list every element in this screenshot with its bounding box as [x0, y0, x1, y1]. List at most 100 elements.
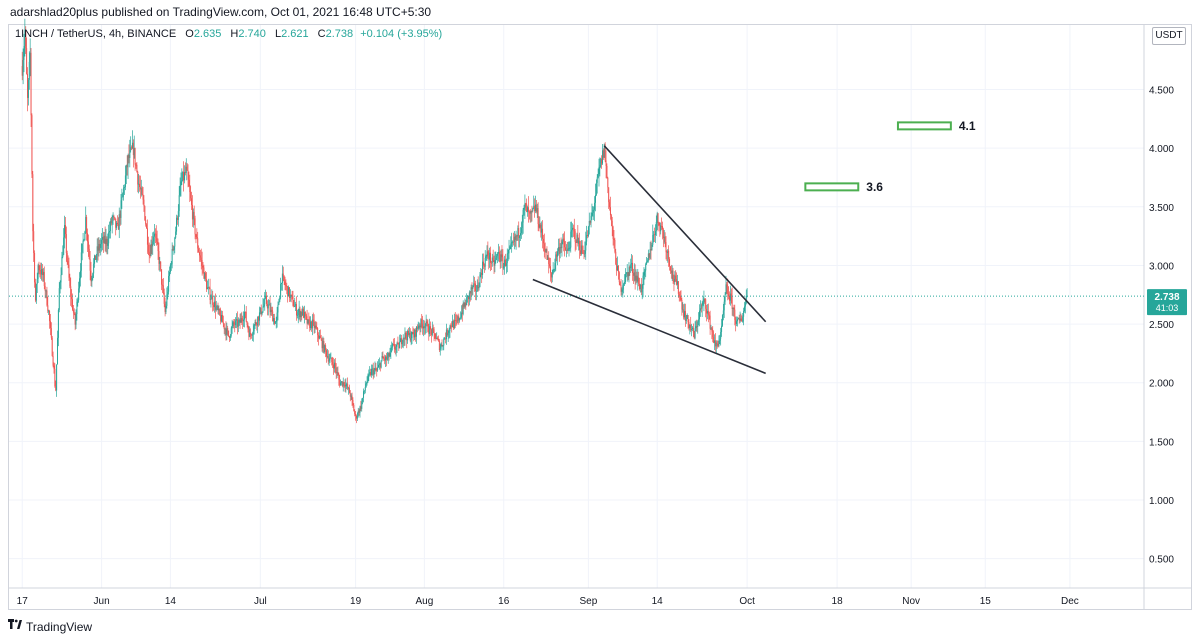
candle-body	[189, 186, 191, 193]
candle-body	[357, 410, 359, 416]
candle-body	[236, 319, 238, 327]
candle-body	[249, 332, 251, 337]
tradingview-logo-icon	[8, 619, 22, 629]
candle-body	[106, 238, 108, 246]
candle-body	[530, 210, 532, 214]
candle-body	[445, 338, 447, 340]
candle-body	[256, 324, 258, 326]
candle-body	[59, 282, 61, 289]
candle-body	[709, 315, 711, 329]
candle-body	[71, 299, 73, 310]
candle-body	[540, 224, 542, 233]
candle-body	[455, 320, 457, 322]
candle-body	[665, 241, 667, 253]
candle-body	[452, 321, 454, 328]
candle-body	[528, 211, 530, 213]
candle-body	[460, 312, 462, 318]
candle-body	[130, 147, 132, 151]
candle-body	[221, 315, 223, 322]
candle-body	[526, 203, 528, 213]
candle-body	[259, 307, 261, 313]
candle-body	[497, 253, 499, 256]
candle-body	[698, 319, 700, 322]
candle-body	[55, 386, 57, 391]
candle-body	[342, 382, 344, 387]
candle-body	[156, 237, 158, 242]
candle-body	[441, 344, 443, 347]
candle-body	[146, 228, 148, 245]
candle-body	[200, 257, 202, 261]
candle-body	[260, 307, 262, 315]
candle-body	[254, 322, 256, 326]
candle-body	[225, 328, 227, 335]
candle-body	[509, 246, 511, 250]
candle-body	[177, 211, 179, 220]
candle-body	[258, 312, 260, 321]
candle-body	[281, 273, 283, 284]
change-value: +0.104 (+3.95%)	[360, 28, 443, 40]
candle-body	[332, 362, 334, 365]
candle-body	[646, 260, 648, 262]
candle-body	[99, 243, 101, 248]
candle-body	[522, 209, 524, 223]
candle-body	[625, 272, 627, 275]
candle-body	[237, 321, 239, 327]
candle-body	[574, 231, 576, 242]
candle-body	[298, 308, 300, 313]
candle-body	[243, 319, 245, 322]
candle-body	[284, 281, 286, 286]
candle-body	[399, 341, 401, 349]
candle-body	[163, 292, 165, 304]
candle-body	[283, 275, 285, 282]
candle-body	[425, 321, 427, 326]
candle-body	[151, 244, 153, 247]
currency-unit-button[interactable]: USDT	[1152, 27, 1186, 45]
candle-body	[427, 323, 429, 332]
high-label: H	[230, 28, 239, 40]
candle-body	[38, 265, 40, 271]
candle-body	[338, 375, 340, 380]
candle-body	[28, 61, 30, 80]
candle-body	[734, 309, 736, 320]
candle-body	[377, 367, 379, 371]
candle-body	[505, 263, 507, 266]
candle-body	[472, 285, 474, 289]
candle-body	[345, 384, 347, 387]
candle-body	[212, 296, 214, 305]
candle-body	[152, 241, 154, 247]
candle-body	[744, 306, 746, 312]
candle-body	[387, 353, 389, 359]
candle-body	[167, 291, 169, 295]
candle-body	[398, 343, 400, 349]
candle-body	[595, 182, 597, 195]
candle-body	[520, 227, 522, 234]
candle-body	[186, 166, 188, 171]
candle-body	[507, 253, 509, 255]
candle-body	[692, 327, 694, 333]
candle-body	[370, 368, 372, 376]
candle-body	[67, 260, 69, 265]
candle-body	[114, 217, 116, 219]
candle-body	[614, 239, 616, 252]
candle-body	[400, 338, 402, 345]
candle-body	[312, 319, 314, 321]
candle-body	[637, 277, 639, 282]
candle-body	[577, 234, 579, 244]
candle-body	[436, 337, 438, 339]
candle-body	[309, 320, 311, 329]
candle-body	[424, 325, 426, 329]
candle-body	[287, 286, 289, 297]
candle-body	[133, 148, 135, 156]
candle-body	[58, 288, 60, 310]
price-tick-label: 3.500	[1149, 203, 1174, 214]
candle-body	[543, 243, 545, 252]
candle-body	[721, 325, 723, 332]
candle-body	[320, 338, 322, 340]
candle-body	[459, 318, 461, 321]
candle-body	[689, 324, 691, 329]
candle-body	[83, 240, 85, 242]
candle-body	[534, 205, 536, 212]
candle-body	[226, 328, 228, 335]
candle-body	[706, 310, 708, 314]
